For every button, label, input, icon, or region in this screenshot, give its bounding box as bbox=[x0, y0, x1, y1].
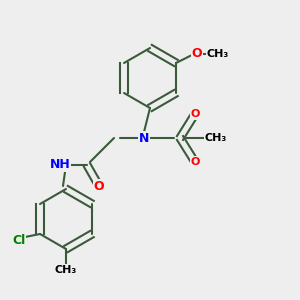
Text: O: O bbox=[192, 47, 202, 61]
Text: Cl: Cl bbox=[12, 233, 26, 247]
Text: CH₃: CH₃ bbox=[205, 133, 227, 143]
Text: CH₃: CH₃ bbox=[55, 265, 77, 275]
Text: NH: NH bbox=[50, 158, 70, 172]
Text: O: O bbox=[190, 109, 200, 119]
Text: N: N bbox=[139, 131, 149, 145]
Text: CH₃: CH₃ bbox=[207, 49, 229, 59]
Text: O: O bbox=[94, 179, 104, 193]
Text: O: O bbox=[190, 157, 200, 167]
